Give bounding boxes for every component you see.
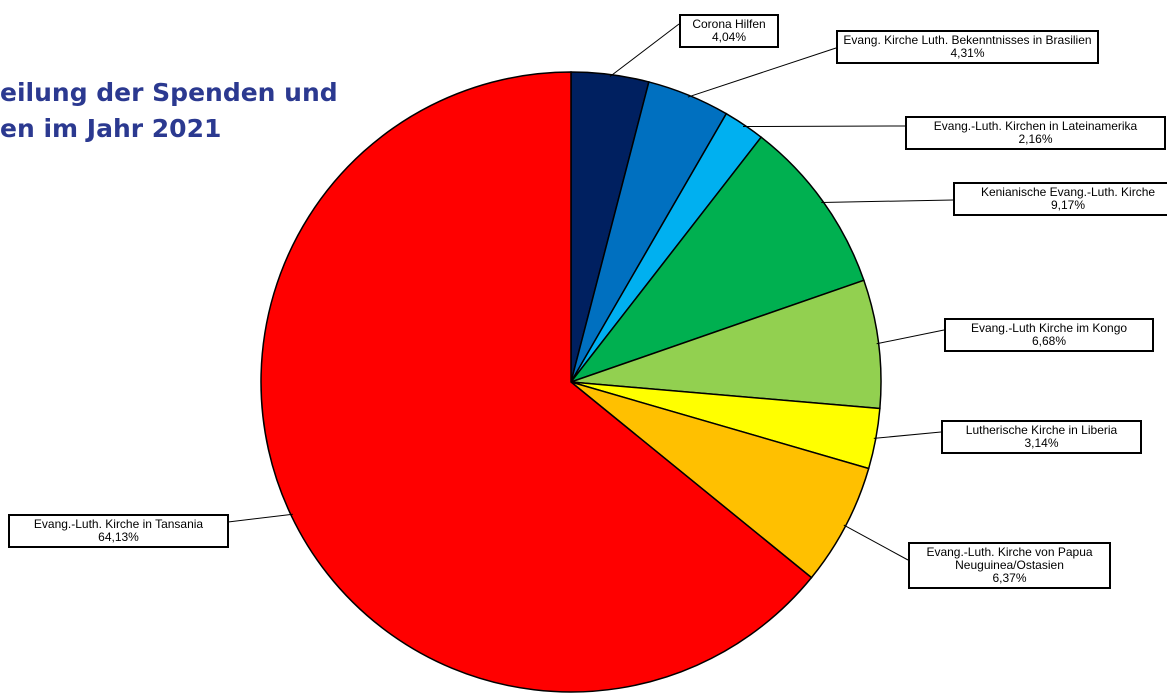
label-value: 9,17% bbox=[1050, 198, 1086, 212]
data-label: Evang.-Luth. Kirche in Tansania 64,13% bbox=[8, 514, 229, 548]
leader-line bbox=[876, 329, 945, 345]
leader-line bbox=[843, 524, 909, 561]
chart-title: eilung der Spenden und bbox=[0, 78, 338, 107]
leader-line bbox=[873, 431, 942, 439]
label-name: Evang.-Luth Kirche im Kongo bbox=[970, 321, 1128, 335]
pie-slice bbox=[260, 71, 813, 693]
label-name: Evang.-Luth. Kirche in Tansania bbox=[33, 517, 204, 531]
leader-line bbox=[742, 125, 906, 128]
label-name: Evang.-Luth. Kirchen in Lateinamerika bbox=[933, 119, 1138, 133]
label-value: 3,14% bbox=[1024, 436, 1059, 450]
data-label: Lutherische Kirche in Liberia 3,14% bbox=[941, 420, 1142, 454]
label-value: 6,37% bbox=[992, 571, 1027, 585]
label-name: Lutherische Kirche in Liberia bbox=[965, 423, 1118, 437]
leader-line bbox=[609, 23, 680, 77]
data-label: Corona Hilfen 4,04% bbox=[679, 14, 779, 48]
label-value: 4,31% bbox=[950, 46, 985, 60]
label-name: Kenianische Evang.-Luth. Kirche bbox=[980, 185, 1156, 199]
label-value: 4,04% bbox=[711, 30, 747, 44]
label-name: Corona Hilfen bbox=[692, 17, 766, 31]
data-label: Evang.-Luth Kirche im Kongo 6,68% bbox=[944, 318, 1154, 352]
label-name: Evang. Kirche Luth. Bekenntnisses in Bra… bbox=[843, 33, 1092, 47]
data-label: Evang.-Luth. Kirche von Papua Neuguinea/… bbox=[908, 542, 1111, 589]
leader-line bbox=[227, 513, 293, 523]
data-label: Kenianische Evang.-Luth. Kirche 9,17% bbox=[953, 182, 1167, 216]
leader-line bbox=[821, 199, 954, 203]
label-value: 6,68% bbox=[1031, 334, 1067, 348]
label-value: 2,16% bbox=[1018, 132, 1053, 146]
label-value: 64,13% bbox=[98, 530, 139, 544]
leader-line bbox=[687, 47, 837, 98]
pie-slice bbox=[568, 136, 865, 384]
chart-title: en im Jahr 2021 bbox=[0, 114, 222, 143]
data-label: Evang. Kirche Luth. Bekenntnisses in Bra… bbox=[836, 30, 1099, 64]
label-name: Evang.-Luth. Kirche von Papua Neuguinea/… bbox=[926, 545, 1093, 572]
data-label: Evang.-Luth. Kirchen in Lateinamerika 2,1… bbox=[905, 116, 1166, 150]
